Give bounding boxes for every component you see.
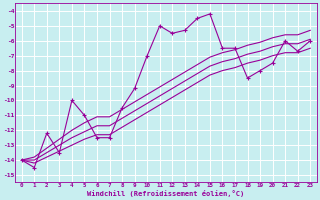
X-axis label: Windchill (Refroidissement éolien,°C): Windchill (Refroidissement éolien,°C) [87,190,244,197]
